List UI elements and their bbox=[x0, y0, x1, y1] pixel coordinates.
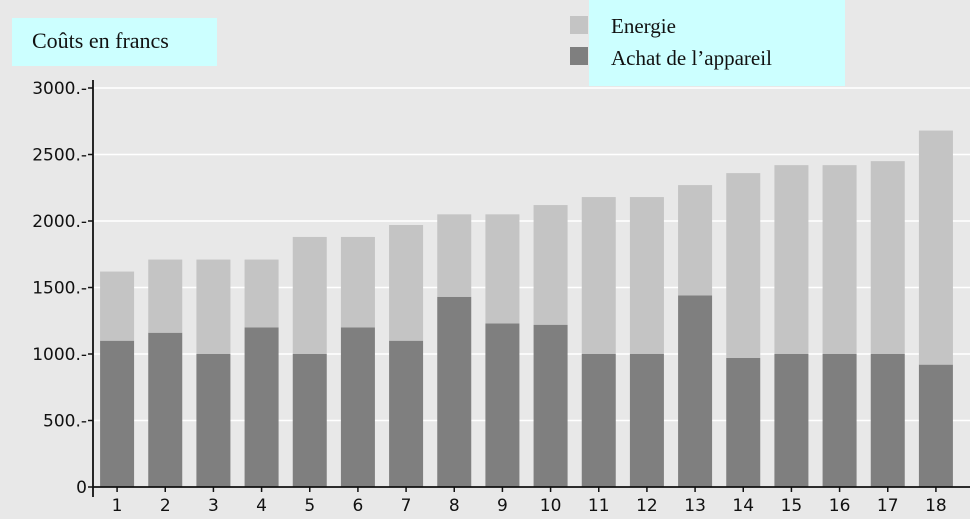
y-tick-label: 3000.- bbox=[32, 79, 87, 99]
y-tick-labels: 0 500.- 1000.- 1500.- 2000.- 2500.- 3000.- bbox=[32, 79, 93, 498]
y-axis-title-box: Coûts en francs bbox=[12, 18, 217, 66]
bar-achat bbox=[244, 327, 279, 487]
bar-energie bbox=[244, 259, 279, 328]
bar-energie bbox=[581, 197, 616, 354]
bar-energie bbox=[196, 259, 231, 354]
bar-achat bbox=[629, 354, 664, 487]
bar-achat bbox=[918, 364, 953, 487]
y-tick-label: 500.- bbox=[43, 412, 87, 432]
x-tick-label: 16 bbox=[829, 496, 851, 516]
legend-label-achat: Achat de l’appareil bbox=[611, 46, 772, 70]
bar-energie bbox=[726, 173, 761, 358]
legend: Energie Achat de l’appareil bbox=[589, 0, 845, 86]
bar-energie bbox=[774, 165, 809, 354]
bar-achat bbox=[485, 323, 520, 487]
x-tick-label: 5 bbox=[304, 496, 315, 516]
bar-achat bbox=[100, 340, 135, 487]
y-tick-label: 2500.- bbox=[32, 146, 87, 166]
x-tick-label: 18 bbox=[925, 496, 947, 516]
bar-achat bbox=[822, 354, 857, 487]
x-tick-label: 10 bbox=[540, 496, 562, 516]
legend-swatch-achat bbox=[570, 47, 588, 65]
bar-achat bbox=[533, 324, 568, 487]
bar-energie bbox=[389, 224, 424, 341]
grid-lines bbox=[93, 87, 970, 422]
y-tick-label: 2000.- bbox=[32, 212, 87, 232]
bar-energie bbox=[100, 271, 135, 341]
y-tick-label: 0 bbox=[76, 478, 87, 498]
bar-energie bbox=[629, 197, 664, 354]
bar-energie bbox=[918, 130, 953, 365]
bar-achat bbox=[292, 354, 327, 487]
y-tick-label: 1000.- bbox=[32, 345, 87, 365]
bar-energie bbox=[292, 236, 327, 354]
x-tick-label: 17 bbox=[877, 496, 899, 516]
bar-achat bbox=[581, 354, 616, 487]
x-tick-label: 2 bbox=[160, 496, 171, 516]
bar-achat bbox=[148, 332, 183, 487]
bar-energie bbox=[340, 236, 375, 328]
bar-achat bbox=[340, 327, 375, 487]
bar-achat bbox=[726, 357, 761, 487]
bar-energie bbox=[822, 165, 857, 354]
x-tick-label: 14 bbox=[732, 496, 754, 516]
bar-energie bbox=[437, 214, 472, 297]
bars bbox=[100, 130, 953, 487]
x-tick-label: 8 bbox=[449, 496, 460, 516]
x-tick-label: 9 bbox=[497, 496, 508, 516]
x-tick-label: 12 bbox=[636, 496, 658, 516]
x-tick-label: 11 bbox=[588, 496, 610, 516]
x-tick-labels: 1 2 3 4 5 6 7 8 9 10 11 12 13 14 15 16 17 18 bbox=[112, 487, 947, 516]
bar-achat bbox=[437, 296, 472, 487]
x-tick-label: 13 bbox=[684, 496, 706, 516]
bar-energie bbox=[678, 185, 713, 296]
x-tick-label: 7 bbox=[401, 496, 412, 516]
x-tick-label: 1 bbox=[112, 496, 123, 516]
y-tick-label: 1500.- bbox=[32, 279, 87, 299]
bar-achat bbox=[389, 340, 424, 487]
axes bbox=[92, 80, 970, 497]
y-axis-title: Coûts en francs bbox=[32, 28, 169, 53]
legend-label-energie: Energie bbox=[611, 14, 676, 38]
x-tick-label: 4 bbox=[256, 496, 267, 516]
bar-achat bbox=[678, 295, 713, 487]
bar-energie bbox=[533, 205, 568, 325]
bar-energie bbox=[485, 214, 520, 324]
x-tick-label: 3 bbox=[208, 496, 219, 516]
bar-energie bbox=[148, 259, 183, 333]
bar-achat bbox=[870, 354, 905, 487]
x-tick-label: 6 bbox=[353, 496, 364, 516]
legend-swatch-energie bbox=[570, 16, 588, 34]
bar-energie bbox=[870, 161, 905, 354]
x-tick-label: 15 bbox=[781, 496, 803, 516]
bar-achat bbox=[196, 354, 231, 487]
bar-achat bbox=[774, 354, 809, 487]
